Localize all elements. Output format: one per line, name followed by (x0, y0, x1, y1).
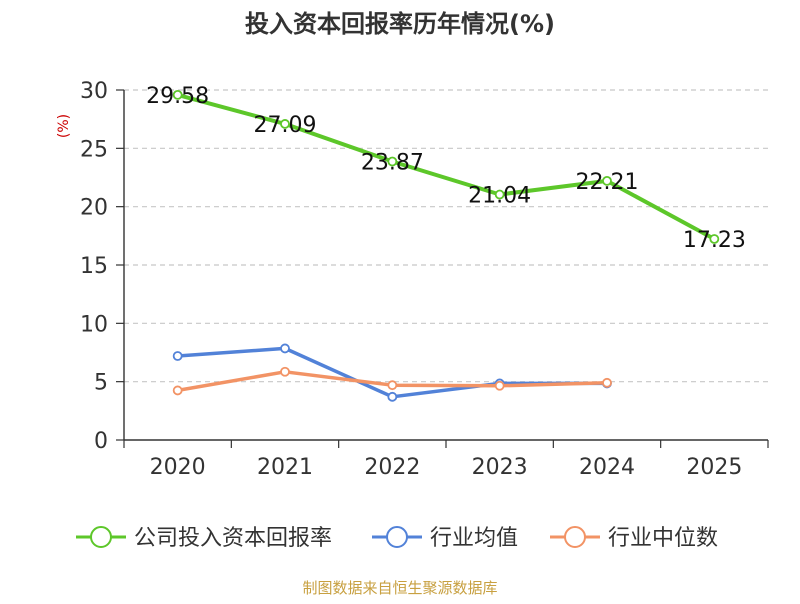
series-0-point-2023 (494, 189, 505, 200)
series-0-point-2022 (387, 156, 398, 167)
chart-title: 投入资本回报率历年情况(%) (245, 10, 555, 38)
series-line-0 (175, 92, 717, 241)
x-tick-label-2024: 2024 (579, 455, 635, 480)
legend-label-0: 公司投入资本回报率 (134, 526, 332, 551)
y-tick-label-25: 25 (80, 137, 108, 162)
data-label-2024: 22.21 (576, 170, 639, 195)
series-1-point-2021 (280, 343, 290, 354)
data-label-2021: 27.09 (254, 113, 317, 138)
y-tick-label-10: 10 (80, 312, 108, 337)
x-tick-label-2022: 2022 (364, 455, 420, 480)
data-label-2022: 23.87 (361, 151, 424, 176)
legend-marker-2 (564, 526, 586, 548)
series-2-point-2021 (280, 366, 290, 377)
x-tick-label-2021: 2021 (257, 455, 313, 480)
grid-layer (124, 89, 768, 383)
legend-marker-1 (386, 526, 408, 548)
x-tick-label-2025: 2025 (686, 455, 742, 480)
series-2-point-2023 (494, 380, 505, 391)
legend-item-0[interactable]: 公司投入资本回报率 (76, 526, 332, 551)
legend-item-1[interactable]: 行业均值 (372, 526, 518, 551)
legend-layer[interactable]: 公司投入资本回报率 行业均值 行业中位数 (76, 526, 718, 551)
y-axis-label: (%) (56, 114, 72, 138)
x-tick-label-2023: 2023 (472, 455, 528, 480)
legend-label-1: 行业均值 (430, 526, 518, 551)
series-2-point-2022 (387, 380, 398, 391)
series-1-point-2020 (172, 351, 183, 361)
legend-marker-0 (90, 526, 112, 548)
legend-label-2: 行业中位数 (608, 526, 718, 551)
source-note: 制图数据来自恒生聚源数据库 (302, 579, 497, 597)
data-label-2025: 17.23 (683, 228, 746, 253)
series-0-point-2020 (172, 90, 183, 100)
series-2-point-2020 (172, 385, 183, 396)
x-tick-label-2020: 2020 (150, 455, 206, 480)
y-tick-label-20: 20 (80, 196, 108, 221)
label-layer: 29.58 27.09 23.87 21.04 22.21 17.23 (146, 84, 746, 253)
legend-item-2[interactable]: 行业中位数 (550, 526, 718, 551)
series-0-point-2025 (709, 234, 720, 244)
y-tick-label-5: 5 (94, 371, 108, 396)
series-1-point-2022 (387, 391, 398, 402)
series-layer (172, 90, 720, 402)
y-tick-label-0: 0 (94, 429, 108, 454)
data-label-2023: 21.04 (468, 184, 531, 209)
series-0-point-2021 (280, 119, 290, 129)
y-tick-label-30: 30 (80, 79, 108, 104)
y-tick-label-15: 15 (80, 254, 108, 279)
series-0-point-2024 (602, 175, 612, 186)
data-label-2020: 29.58 (146, 84, 209, 109)
series-2-point-2024 (602, 377, 612, 388)
